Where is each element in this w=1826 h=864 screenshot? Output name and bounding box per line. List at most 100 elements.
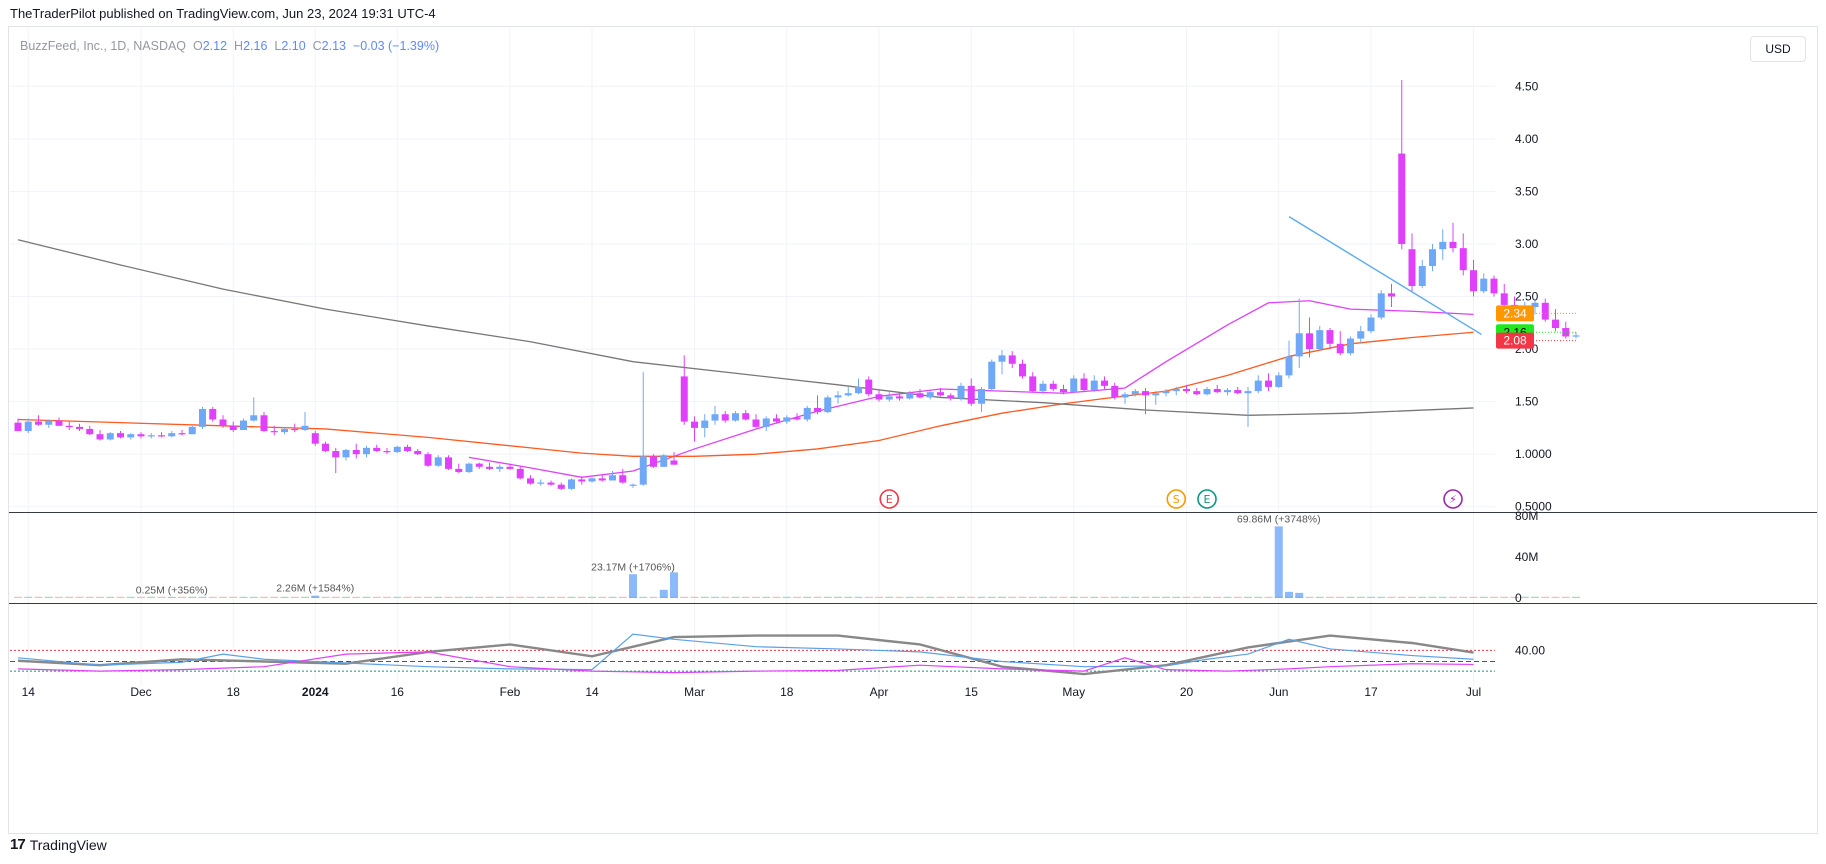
open-label: O <box>193 39 203 53</box>
volume-bar <box>1141 596 1150 598</box>
event-marker-icon <box>879 489 900 509</box>
candle-body <box>445 457 452 469</box>
volume-bar <box>96 596 104 598</box>
candle-body <box>629 484 637 486</box>
volume-bar <box>1039 596 1047 598</box>
candle-body <box>742 413 750 420</box>
volume-spike <box>670 572 678 598</box>
candle-body <box>557 484 565 489</box>
volume-bar <box>331 596 340 598</box>
event-marker-icon <box>1197 489 1217 509</box>
candle-body <box>1439 241 1447 250</box>
candle-body <box>281 428 288 433</box>
volume-bar <box>762 596 771 598</box>
volume-bar <box>188 596 197 598</box>
candle-body <box>352 449 360 455</box>
candle-body <box>752 419 760 427</box>
candle-body <box>1060 389 1067 393</box>
candle-body <box>896 396 903 399</box>
volume-bar <box>1561 596 1570 598</box>
candle-body <box>1552 319 1559 329</box>
currency-button[interactable]: USD <box>1750 36 1806 62</box>
volume-bar <box>1162 596 1170 598</box>
price-tag-label: 2.34 <box>1503 306 1527 320</box>
volume-bar <box>998 596 1006 598</box>
candle-body <box>783 417 791 422</box>
candle-body <box>229 425 237 431</box>
candle-body <box>1490 278 1498 294</box>
candle-body <box>414 451 422 455</box>
volume-bar <box>823 596 832 598</box>
volume-bar <box>1151 596 1160 598</box>
volume-bar <box>1254 596 1263 598</box>
y-tick-label: 0 <box>1515 591 1522 605</box>
volume-bar <box>198 596 207 598</box>
candle-body <box>1347 338 1354 354</box>
candle-body <box>670 460 678 465</box>
volume-bar <box>321 596 330 598</box>
volume-bar <box>1397 596 1406 598</box>
y-tick-label: 1.50 <box>1515 395 1539 409</box>
candle-body <box>1326 330 1334 344</box>
candle-body <box>117 433 124 438</box>
candle-body <box>803 407 811 420</box>
volume-bar <box>434 596 443 598</box>
volume-spike <box>1285 591 1293 598</box>
candle-body <box>578 479 586 482</box>
candle-body <box>568 479 575 489</box>
x-tick-label: Jun <box>1269 685 1288 699</box>
volume-bar <box>1387 596 1396 598</box>
volume-bar <box>588 596 596 598</box>
volume-bar <box>1223 596 1232 598</box>
candle-body <box>106 433 114 440</box>
volume-bar <box>1315 596 1324 598</box>
volume-bar <box>465 596 473 598</box>
volume-bar <box>1531 596 1539 598</box>
candle-body <box>506 466 514 469</box>
volume-bar <box>1080 596 1088 598</box>
low-value: 2.10 <box>281 39 306 53</box>
grid <box>10 28 1495 686</box>
candle-body <box>158 435 165 437</box>
candle-body <box>45 420 53 425</box>
volume-bar <box>1233 596 1242 598</box>
candle-body <box>1224 390 1231 393</box>
candle-body <box>291 428 299 431</box>
candle-body <box>1244 391 1252 394</box>
volume-bar <box>106 596 115 598</box>
volume-bar <box>229 596 238 598</box>
candle-body <box>793 417 801 420</box>
volume-bar <box>1008 596 1017 598</box>
candle-body <box>680 376 688 422</box>
volume-label: 23.17M (+1706%) <box>591 561 675 573</box>
candle-body <box>1562 328 1570 337</box>
volume-bar <box>1449 596 1457 598</box>
candle-body <box>537 482 545 484</box>
volume-bar <box>137 596 145 598</box>
x-tick-label: Feb <box>500 685 521 699</box>
candle-body <box>1531 302 1539 308</box>
volume-bar <box>772 596 781 598</box>
candle-body <box>1142 391 1149 396</box>
ma-line-ma200 <box>17 239 1474 416</box>
volume-bar <box>1131 596 1140 598</box>
candle-body <box>721 414 729 421</box>
candle-body <box>1213 389 1221 393</box>
price-axis: 4.504.003.503.002.502.001.501.00000.5000… <box>1515 79 1552 657</box>
volume-bar <box>239 596 248 598</box>
y-tick-label: 0.5000 <box>1515 500 1552 514</box>
volume-bar <box>536 596 545 598</box>
volume-bar <box>1049 596 1058 598</box>
candle-body <box>1172 389 1180 392</box>
candle-body <box>516 468 524 479</box>
footer-brand[interactable]: 17 TradingView <box>10 836 107 853</box>
candle-body <box>1265 380 1272 387</box>
volume-bar <box>126 596 135 598</box>
volume-bar <box>290 596 299 598</box>
candle-body <box>1234 390 1242 394</box>
volume-bar <box>1059 596 1068 598</box>
candle-body <box>1500 293 1508 305</box>
low-label: L <box>274 39 282 53</box>
volume-bar <box>1438 596 1447 598</box>
